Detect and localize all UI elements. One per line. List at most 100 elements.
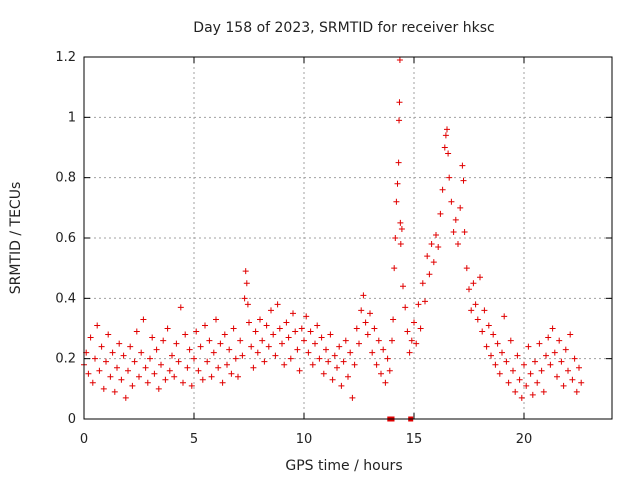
data-point xyxy=(386,367,393,374)
y-tick-label: 0.2 xyxy=(55,352,76,367)
data-point xyxy=(215,364,222,371)
data-point xyxy=(516,376,523,383)
data-point xyxy=(444,126,450,133)
data-point xyxy=(543,352,549,359)
data-point xyxy=(180,379,186,386)
data-point xyxy=(118,376,125,383)
data-point xyxy=(197,343,204,350)
data-point xyxy=(169,352,175,359)
chart-title: Day 158 of 2023, SRMTID for receiver hks… xyxy=(193,20,494,36)
data-point xyxy=(89,379,96,386)
data-point xyxy=(402,304,409,311)
data-point xyxy=(138,349,145,356)
data-point xyxy=(230,325,237,332)
data-point xyxy=(103,358,109,365)
data-point xyxy=(213,316,219,323)
data-point xyxy=(503,358,510,365)
data-point xyxy=(232,355,239,362)
y-tick-label: 0.4 xyxy=(55,291,76,306)
data-point xyxy=(390,316,397,323)
data-point xyxy=(396,99,403,106)
data-point xyxy=(294,346,301,353)
data-point xyxy=(221,331,228,338)
data-point xyxy=(375,337,382,344)
data-point xyxy=(265,343,272,350)
data-point xyxy=(316,355,323,362)
data-point xyxy=(494,340,501,347)
data-point xyxy=(547,361,554,368)
data-point xyxy=(437,210,444,217)
data-point xyxy=(296,367,303,374)
data-point xyxy=(450,228,457,235)
data-point xyxy=(442,132,449,139)
y-tick-label: 0.8 xyxy=(55,171,76,186)
data-point xyxy=(430,259,437,266)
data-point xyxy=(505,379,512,386)
data-point xyxy=(142,364,149,371)
data-point xyxy=(217,340,224,347)
data-point xyxy=(164,325,171,332)
data-point xyxy=(507,337,514,344)
data-point xyxy=(382,379,389,386)
data-point xyxy=(413,340,420,347)
data-point xyxy=(578,379,585,386)
data-point xyxy=(474,316,481,323)
x-tick-label: 15 xyxy=(406,432,423,447)
data-point xyxy=(241,295,248,302)
data-point xyxy=(457,204,464,211)
data-point xyxy=(133,328,140,335)
data-point xyxy=(107,373,114,380)
data-point xyxy=(545,334,552,341)
data-point xyxy=(488,352,494,359)
data-point xyxy=(224,361,230,368)
data-point xyxy=(345,373,351,380)
x-tick-label: 0 xyxy=(80,432,88,447)
data-point xyxy=(479,328,486,335)
data-point xyxy=(307,328,314,335)
data-point xyxy=(136,373,142,380)
data-point xyxy=(122,394,129,401)
data-point xyxy=(499,349,505,356)
data-point xyxy=(397,241,404,248)
data-point xyxy=(272,352,279,359)
data-point xyxy=(226,346,233,353)
data-point xyxy=(538,367,545,374)
data-point xyxy=(404,328,411,335)
data-point xyxy=(371,325,378,332)
data-point xyxy=(551,349,558,356)
data-point xyxy=(417,325,424,332)
data-point xyxy=(439,186,446,193)
data-point xyxy=(204,358,211,365)
data-point xyxy=(554,373,560,380)
data-point xyxy=(521,361,527,368)
x-tick-label: 5 xyxy=(190,432,198,447)
data-point xyxy=(252,328,259,335)
data-point xyxy=(398,225,405,232)
data-point xyxy=(400,283,406,290)
data-point xyxy=(362,319,369,326)
data-point xyxy=(536,340,543,347)
data-point xyxy=(92,355,98,362)
y-tick-label: 1 xyxy=(68,110,76,125)
data-point xyxy=(228,370,235,377)
data-point xyxy=(254,349,261,356)
y-tick-label: 0 xyxy=(68,412,76,427)
data-point xyxy=(445,150,452,157)
data-point xyxy=(116,340,123,347)
data-point xyxy=(349,394,356,401)
data-point xyxy=(477,274,483,281)
data-point xyxy=(331,352,338,359)
data-point xyxy=(446,174,453,181)
data-point xyxy=(384,355,391,362)
data-point xyxy=(571,355,578,362)
data-point xyxy=(290,310,296,317)
data-point xyxy=(327,331,334,338)
data-point xyxy=(466,286,472,293)
data-point xyxy=(556,337,563,344)
data-point xyxy=(460,177,467,184)
data-point xyxy=(263,322,270,329)
data-point xyxy=(411,319,417,326)
data-point xyxy=(406,349,413,356)
data-point xyxy=(396,117,403,124)
